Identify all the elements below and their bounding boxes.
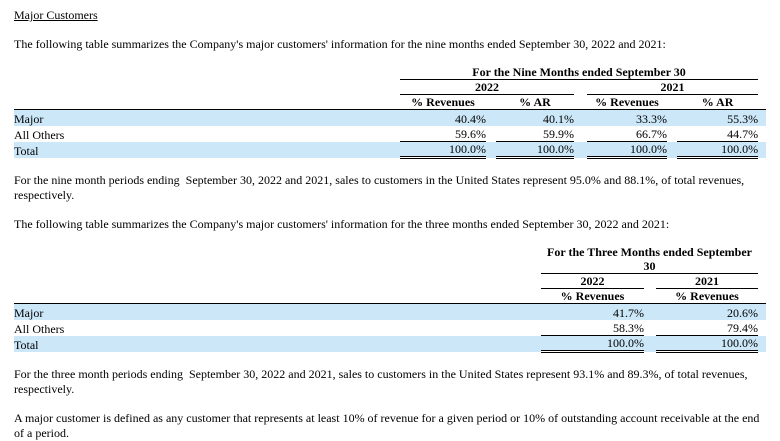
spacer-cell [667,109,677,126]
spacer-cell [758,289,766,304]
col-header-2022-ar: % AR [496,94,574,110]
table-row-total: Total 100.0% 100.0% 100.0% 100.0% [14,141,767,159]
row-label: Major [14,109,400,126]
cell-value: 20.6% [656,303,759,320]
col-header-2021-revenues: % Revenues [656,288,759,304]
spacer-cell [644,289,656,304]
year-2022-header: 2022 [541,273,644,289]
cell-value: 100.0% [496,141,574,159]
section-title-text: Major Customers [14,8,98,22]
section-title: Major Customers [14,8,766,23]
spacer-cell [667,95,677,110]
spacer-cell [486,126,496,142]
table-row-major: Major 41.7% 20.6% [14,303,767,320]
spacer-cell [574,126,587,142]
spacer-cell [14,80,400,95]
major-customer-definition-paragraph: A major customer is defined as any custo… [14,411,763,440]
spacer-cell [574,80,587,95]
spacer-cell [486,95,496,110]
spacer-cell [758,274,766,289]
spacer-cell [644,303,656,320]
cell-value: 44.7% [677,125,759,142]
cell-value: 41.7% [541,303,644,320]
three-months-year-row: 2022 2021 [14,273,766,289]
spacer-cell [758,95,766,110]
spacer-cell [574,109,587,126]
table-row-all-others: All Others 59.6% 59.9% 66.7% 44.7% [14,125,766,142]
cell-value: 58.3% [541,319,644,336]
document-body: Major Customers The following table summ… [14,8,767,441]
nine-months-note-paragraph: For the nine month periods ending Septem… [14,173,748,202]
nine-months-period-header: For the Nine Months ended September 30 [400,65,759,80]
col-header-2022-revenues: % Revenues [400,94,486,110]
spacer-cell [574,95,587,110]
spacer-cell [486,141,496,158]
year-2022-header: 2022 [400,79,574,95]
spacer-cell [14,274,541,289]
cell-value: 40.1% [496,109,574,126]
table-row-all-others: All Others 58.3% 79.4% [14,319,766,336]
cell-value: 66.7% [587,125,667,142]
cell-value: 79.4% [656,319,759,336]
row-label: All Others [14,127,65,142]
col-header-2022-revenues: % Revenues [541,288,644,304]
spacer-cell [14,65,400,80]
year-2021-header: 2021 [656,273,759,289]
table-row-total: Total 100.0% 100.0% [14,335,767,353]
nine-months-column-header-row: % Revenues % AR % Revenues % AR [14,94,766,110]
cell-value: 55.3% [677,109,759,126]
spacer-cell [758,320,766,336]
spacer-cell [758,126,766,142]
spacer-cell [14,289,541,304]
year-2021-header: 2021 [587,79,759,95]
cell-value: 100.0% [677,141,759,159]
table-row-major: Major 40.4% 40.1% 33.3% 55.3% [14,109,767,126]
row-label: All Others [14,321,65,336]
three-months-table: For the Three Months ended September 30 … [14,245,767,353]
nine-months-year-row: 2022 2021 [14,79,766,95]
intro-three-paragraph: The following table summarizes the Compa… [14,217,670,231]
intro-nine-paragraph: The following table summarizes the Compa… [14,37,666,51]
three-months-column-header-row: % Revenues % Revenues [14,288,766,304]
row-label: Total [14,335,541,352]
spacer-cell [758,65,766,80]
spacer-cell [758,245,766,274]
cell-value: 59.6% [400,125,486,142]
row-label: Major [14,303,541,320]
spacer-cell [644,335,656,352]
spacer-cell [644,274,656,289]
cell-value: 100.0% [400,141,486,159]
three-months-period-header: For the Three Months ended September 30 [541,245,759,274]
cell-value: 100.0% [656,335,759,353]
col-header-2021-revenues: % Revenues [587,94,667,110]
spacer-cell [574,141,587,158]
spacer-cell [758,303,767,320]
nine-months-table: For the Nine Months ended September 30 2… [14,65,767,159]
spacer-cell [667,141,677,158]
row-label: Total [14,141,400,158]
spacer-cell [758,141,767,158]
cell-value: 100.0% [541,335,644,353]
col-header-2021-ar: % AR [677,94,759,110]
three-months-period-row: For the Three Months ended September 30 [14,245,766,274]
spacer-cell [14,245,541,274]
spacer-cell [758,80,766,95]
spacer-cell [758,109,767,126]
cell-value: 33.3% [587,109,667,126]
spacer-cell [486,109,496,126]
spacer-cell [667,126,677,142]
nine-months-period-row: For the Nine Months ended September 30 [14,65,766,80]
cell-value: 40.4% [400,109,486,126]
spacer-cell [644,320,656,336]
three-months-note-paragraph: For the three month periods ending Septe… [14,367,751,396]
cell-value: 59.9% [496,125,574,142]
cell-value: 100.0% [587,141,667,159]
spacer-cell [14,95,400,110]
spacer-cell [758,335,767,352]
